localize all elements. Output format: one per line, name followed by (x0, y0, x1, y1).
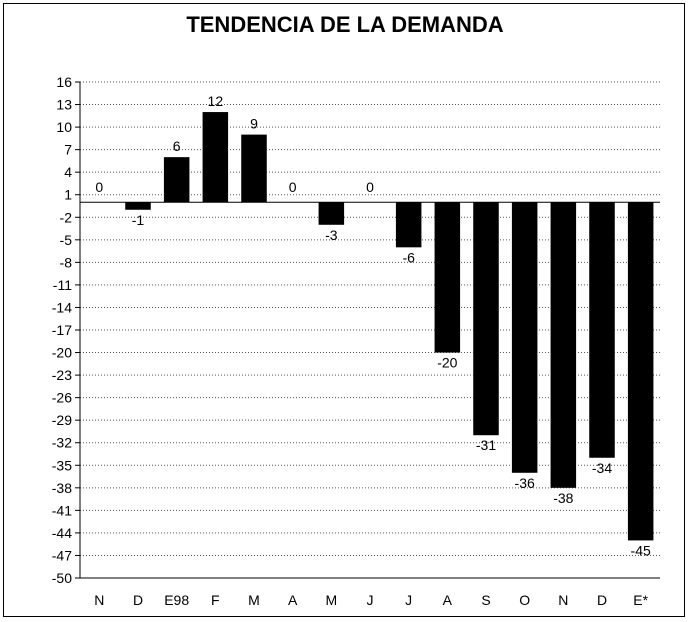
data-label: 0 (366, 179, 374, 195)
bar (511, 202, 538, 473)
bar (163, 157, 190, 203)
data-label: -45 (631, 542, 651, 558)
y-tick-label: 4 (64, 164, 72, 180)
x-tick-label: A (443, 592, 453, 608)
x-tick-label: O (519, 592, 530, 608)
y-tick-labels: 16 13 10 7 4 1 -2 -5 -8 -11 -14 -17 -20 -23 -26 -29 -32 -… (52, 74, 72, 586)
bar (202, 112, 229, 203)
y-tick-label: 7 (64, 142, 72, 158)
data-label: -3 (325, 227, 338, 243)
y-tick-label: -38 (52, 480, 72, 496)
bar (550, 202, 577, 488)
y-tick-label: -44 (52, 525, 72, 541)
bar (395, 202, 422, 248)
x-tick-label: M (248, 592, 260, 608)
x-tick-label: F (211, 592, 220, 608)
y-tick-label: -20 (52, 345, 72, 361)
y-tick-label: -17 (52, 322, 72, 338)
data-label: 0 (289, 179, 297, 195)
y-tick-label: -26 (52, 390, 72, 406)
bar (125, 202, 151, 210)
y-tick-label: 16 (56, 74, 72, 90)
x-tick-label: J (405, 592, 412, 608)
x-tick-label: N (558, 592, 568, 608)
data-label: 12 (208, 93, 224, 109)
y-tick-label: -50 (52, 570, 72, 586)
y-tick-label: -23 (52, 367, 72, 383)
x-tick-label: E98 (164, 592, 189, 608)
y-tick-label: -41 (52, 502, 72, 518)
y-tick-label: -29 (52, 412, 72, 428)
x-tick-label: S (481, 592, 490, 608)
data-label: -31 (476, 437, 496, 453)
x-tick-label: D (133, 592, 143, 608)
y-tick-label: 13 (56, 97, 72, 113)
data-label: 9 (250, 116, 258, 132)
x-tick-label: A (288, 592, 298, 608)
y-tick-label: -32 (52, 435, 72, 451)
chart-title: TENDENCIA DE LA DEMANDA (186, 12, 504, 37)
bar (434, 202, 461, 353)
data-label: 0 (95, 179, 103, 195)
x-tick-label: E* (633, 592, 648, 608)
x-tick-label: D (597, 592, 607, 608)
bars (125, 112, 654, 541)
x-tick-label: J (367, 592, 374, 608)
y-tick-label: -11 (53, 277, 72, 293)
data-label: -38 (553, 490, 573, 506)
bar (318, 202, 345, 225)
y-tick-label: -14 (52, 299, 72, 315)
data-label: -6 (402, 249, 415, 265)
y-tick-label: -2 (60, 209, 73, 225)
y-tick-label: 1 (64, 187, 72, 203)
data-label: -20 (437, 355, 457, 371)
data-labels: 0 -1 6 12 9 0 -3 0 -6 -20 -31 -36 -38 -34 -45 (95, 93, 651, 558)
y-tick-label: 10 (56, 119, 72, 135)
y-tick-label: -5 (60, 232, 73, 248)
x-tick-label: M (325, 592, 337, 608)
bar (473, 202, 499, 436)
bar (589, 202, 615, 458)
data-label: -34 (592, 460, 612, 476)
x-tick-labels: N D E98 F M A M J J A S O N D E* (94, 592, 648, 608)
bar (241, 134, 267, 203)
x-tick-label: N (94, 592, 104, 608)
data-label: -1 (132, 212, 145, 228)
data-label: 6 (173, 138, 181, 154)
y-tick-label: -35 (52, 457, 72, 473)
data-label: -36 (515, 475, 535, 491)
y-tick-label: -47 (52, 547, 72, 563)
y-tick-label: -8 (60, 254, 73, 270)
bar (627, 202, 654, 541)
